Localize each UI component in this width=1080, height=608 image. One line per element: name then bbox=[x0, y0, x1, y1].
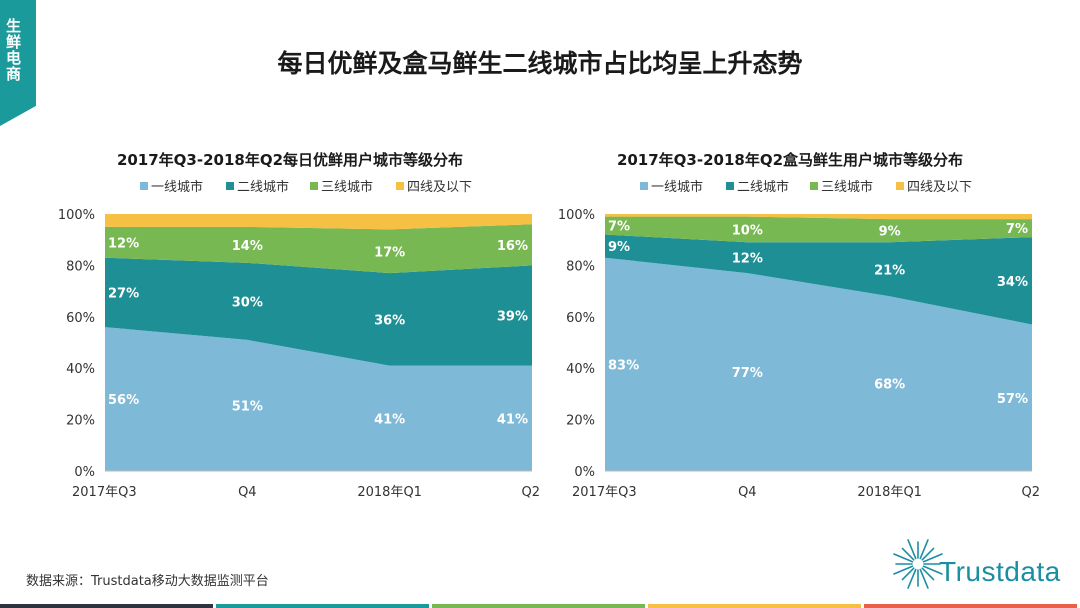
legend-swatch bbox=[310, 182, 318, 190]
bottom-color-bar bbox=[0, 604, 1080, 608]
legend-swatch bbox=[396, 182, 404, 190]
y-tick-label: 100% bbox=[58, 208, 95, 223]
legend-swatch bbox=[140, 182, 148, 190]
logo-ray bbox=[921, 567, 935, 581]
y-tick-label: 40% bbox=[566, 362, 595, 377]
x-tick-label: 2018年Q1 bbox=[857, 485, 922, 500]
data-label: 30% bbox=[232, 295, 263, 310]
y-tick-label: 100% bbox=[558, 208, 595, 223]
y-tick-label: 80% bbox=[66, 259, 95, 274]
y-tick-label: 0% bbox=[574, 465, 595, 480]
page-title: 每日优鲜及盒马鲜生二线城市占比均呈上升态势 bbox=[277, 49, 803, 78]
y-tick-label: 0% bbox=[74, 465, 95, 480]
y-tick-label: 60% bbox=[66, 311, 95, 326]
area-1 bbox=[605, 257, 1032, 471]
y-tick-label: 20% bbox=[66, 414, 95, 429]
logo-ray bbox=[922, 565, 943, 575]
x-tick-label: Q2 bbox=[521, 485, 540, 500]
logo-text: Trustdata bbox=[939, 556, 1061, 587]
logo-burst-icon bbox=[893, 539, 943, 589]
legend-label: 二线城市 bbox=[237, 179, 289, 195]
legend-swatch bbox=[726, 182, 734, 190]
data-label: 21% bbox=[874, 263, 905, 278]
source-note: 数据来源：Trustdata移动大数据监测平台 bbox=[26, 574, 269, 589]
legend-label: 二线城市 bbox=[737, 179, 789, 195]
data-label: 39% bbox=[497, 310, 528, 325]
data-label: 12% bbox=[108, 236, 139, 251]
legend-swatch bbox=[896, 182, 904, 190]
logo-ray bbox=[907, 568, 917, 589]
data-label: 10% bbox=[732, 223, 763, 238]
logo-ray bbox=[901, 547, 915, 561]
logo-ray bbox=[893, 553, 914, 563]
trustdata-logo: Trustdata bbox=[893, 534, 1065, 596]
data-label: 57% bbox=[997, 392, 1028, 407]
x-tick-label: 2017年Q3 bbox=[572, 485, 637, 500]
data-label: 68% bbox=[874, 378, 905, 393]
legend-swatch bbox=[226, 182, 234, 190]
data-label: 41% bbox=[374, 412, 405, 427]
chart-title: 2017年Q3-2018年Q2盒马鲜生用户城市等级分布 bbox=[617, 151, 963, 169]
section-tab-label: 生鲜电商 bbox=[4, 18, 22, 82]
section-tab: 生鲜电商 bbox=[0, 0, 36, 126]
chart-title: 2017年Q3-2018年Q2每日优鲜用户城市等级分布 bbox=[117, 151, 463, 169]
logo-ray bbox=[922, 553, 943, 563]
legend-label: 四线及以下 bbox=[407, 180, 472, 195]
y-tick-label: 60% bbox=[566, 311, 595, 326]
legend-label: 一线城市 bbox=[651, 179, 703, 195]
x-tick-label: Q4 bbox=[738, 485, 757, 500]
logo-ray bbox=[907, 539, 917, 560]
x-tick-label: 2018年Q1 bbox=[357, 485, 422, 500]
data-label: 77% bbox=[732, 366, 763, 381]
x-tick-label: Q2 bbox=[1021, 485, 1040, 500]
logo-ray bbox=[901, 567, 915, 581]
data-label: 9% bbox=[608, 240, 630, 255]
data-label: 7% bbox=[1006, 222, 1028, 237]
data-label: 17% bbox=[374, 245, 405, 260]
data-label: 12% bbox=[732, 252, 763, 267]
legend-label: 四线及以下 bbox=[907, 180, 972, 195]
data-label: 51% bbox=[232, 399, 263, 414]
area-4 bbox=[605, 214, 1032, 220]
y-tick-label: 80% bbox=[566, 259, 595, 274]
legend-label: 一线城市 bbox=[151, 179, 203, 195]
area-2 bbox=[105, 257, 532, 366]
data-label: 83% bbox=[608, 358, 639, 373]
y-tick-label: 20% bbox=[566, 414, 595, 429]
legend-swatch bbox=[810, 182, 818, 190]
logo-ray bbox=[893, 565, 914, 575]
data-label: 7% bbox=[608, 220, 630, 235]
area-2 bbox=[605, 234, 1032, 325]
legend-label: 三线城市 bbox=[321, 179, 373, 195]
area-3 bbox=[105, 224, 532, 274]
logo-ray bbox=[919, 568, 929, 589]
data-label: 9% bbox=[879, 225, 901, 240]
legend-label: 三线城市 bbox=[821, 179, 873, 195]
data-label: 27% bbox=[108, 286, 139, 301]
logo-ray bbox=[921, 547, 935, 561]
data-label: 34% bbox=[997, 275, 1028, 290]
area-1 bbox=[105, 327, 532, 471]
data-label: 16% bbox=[497, 239, 528, 254]
x-tick-label: Q4 bbox=[238, 485, 257, 500]
x-tick-label: 2017年Q3 bbox=[72, 485, 137, 500]
logo-ray bbox=[919, 539, 929, 560]
legend-swatch bbox=[640, 182, 648, 190]
data-label: 14% bbox=[232, 239, 263, 254]
data-label: 36% bbox=[374, 313, 405, 328]
data-label: 41% bbox=[497, 412, 528, 427]
area-4 bbox=[105, 214, 532, 230]
area-3 bbox=[605, 216, 1032, 243]
y-tick-label: 40% bbox=[66, 362, 95, 377]
data-label: 56% bbox=[108, 393, 139, 408]
